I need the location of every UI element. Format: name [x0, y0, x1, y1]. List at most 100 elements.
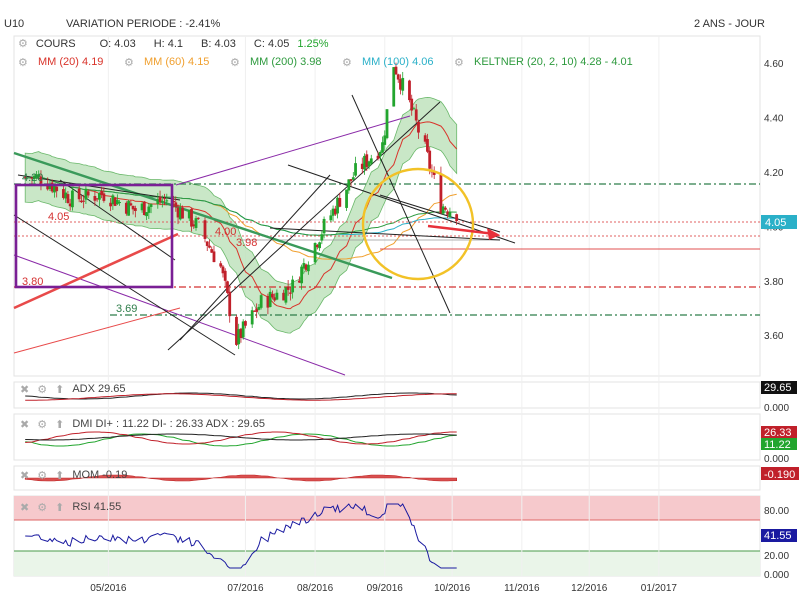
candle-body	[367, 161, 371, 167]
candle-body	[331, 208, 335, 216]
candle-body	[86, 191, 90, 196]
gear-icon[interactable]: ⚙	[454, 57, 464, 69]
black-trend-1	[13, 214, 236, 356]
gear-icon[interactable]: ⚙	[342, 57, 352, 69]
candle-body	[68, 203, 72, 207]
candle-body	[244, 321, 247, 326]
rsi-label: RSI 41.55	[72, 501, 122, 513]
close-icon[interactable]: ✖	[20, 470, 30, 482]
candle-body	[219, 263, 223, 267]
candle-body	[80, 200, 83, 203]
candle-body	[194, 218, 198, 228]
candle-body	[133, 208, 137, 212]
x-tick-label: 09/2016	[367, 583, 404, 594]
candle-body	[192, 224, 196, 227]
label-400: 4.00	[215, 226, 236, 238]
arrow-up-icon[interactable]: ⬆	[55, 384, 65, 396]
candle-body	[196, 217, 200, 219]
label-369: 3.69	[116, 303, 137, 315]
arrow-up-icon[interactable]: ⬆	[55, 470, 65, 482]
arrow-up-icon[interactable]: ⬆	[55, 419, 65, 431]
black-trend-6	[269, 227, 501, 241]
gear-icon[interactable]: ⚙	[230, 57, 240, 69]
y-tick-label: 4.20	[764, 168, 784, 179]
rsi-upper: 80.00	[764, 506, 789, 517]
purple-range-box	[14, 183, 174, 289]
gear-icon[interactable]: ⚙	[18, 38, 28, 50]
candles-group	[23, 62, 459, 350]
y-tick-label: 4.60	[764, 59, 784, 70]
ma200-line	[25, 175, 457, 236]
candle-body	[131, 205, 135, 210]
candle-body	[102, 193, 106, 201]
ma20-legend: MM (20) 4.19	[38, 56, 104, 68]
close-icon[interactable]: ✖	[20, 419, 30, 431]
candle-body	[39, 176, 43, 184]
candle-body	[268, 291, 272, 307]
rsi-oversold-band	[14, 551, 760, 576]
candle-body	[394, 66, 398, 75]
candle-body	[97, 192, 101, 200]
adx-line	[25, 392, 457, 400]
candle-body	[284, 287, 288, 303]
period-label[interactable]: 2 ANS - JOUR	[694, 18, 765, 30]
green-downtrend-line	[13, 151, 393, 280]
candle-body	[432, 171, 436, 175]
close-icon[interactable]: ✖	[20, 384, 30, 396]
candle-body	[369, 158, 373, 164]
arrow-up-icon[interactable]: ⬆	[55, 502, 65, 514]
gear-icon[interactable]: ⚙	[124, 57, 134, 69]
candle-body	[385, 109, 389, 139]
candle-body	[235, 316, 238, 345]
candle-body	[441, 206, 445, 214]
rsi-badge: 41.55	[764, 530, 792, 542]
gear-icon[interactable]: ⚙	[37, 419, 48, 431]
gear-icon[interactable]: ⚙	[37, 470, 48, 482]
cours-label: COURS	[35, 37, 76, 50]
candle-body	[37, 174, 41, 177]
candle-body	[455, 214, 459, 221]
candle-body	[255, 308, 259, 312]
candle-body	[142, 201, 146, 216]
candle-body	[156, 199, 160, 205]
candle-body	[82, 200, 86, 202]
ma60-legend: MM (60) 4.15	[144, 56, 210, 68]
candle-body	[30, 177, 34, 179]
candle-body	[223, 270, 227, 281]
candle-body	[221, 266, 225, 274]
mom-badge: -0.190	[764, 469, 795, 481]
candle-body	[426, 139, 429, 152]
red-uptrend-thick	[13, 232, 179, 310]
candle-body	[109, 202, 113, 207]
candle-body	[53, 185, 56, 193]
candle-body	[176, 207, 180, 218]
candle-body	[291, 279, 295, 293]
dmi-plus-badge-box	[761, 438, 797, 450]
candle-body	[111, 195, 115, 205]
candle-body	[210, 249, 214, 253]
black-trend-4	[179, 174, 331, 341]
gear-icon[interactable]: ⚙	[37, 502, 48, 514]
candle-body	[181, 207, 184, 219]
close-icon[interactable]: ✖	[20, 502, 30, 514]
dmi-zero: 0.000	[764, 454, 789, 465]
candle-body	[226, 281, 229, 293]
candle-body	[392, 67, 396, 107]
label-380: 3.80	[22, 276, 43, 288]
candle-body	[140, 203, 144, 211]
candle-body	[145, 212, 148, 217]
candle-body	[282, 292, 286, 301]
gear-icon[interactable]: ⚙	[18, 57, 28, 69]
candle-body	[178, 207, 182, 220]
candle-body	[320, 234, 324, 241]
x-tick-label: 11/2016	[504, 583, 540, 594]
candle-body	[203, 220, 207, 239]
candle-body	[48, 185, 52, 190]
candle-body	[338, 198, 342, 207]
ma200-legend: MM (200) 3.98	[250, 56, 322, 68]
candle-body	[439, 173, 443, 214]
gear-icon[interactable]: ⚙	[37, 384, 48, 396]
x-tick-label: 07/2016	[227, 583, 264, 594]
candle-body	[158, 196, 162, 203]
adx-badge-box	[761, 381, 797, 394]
